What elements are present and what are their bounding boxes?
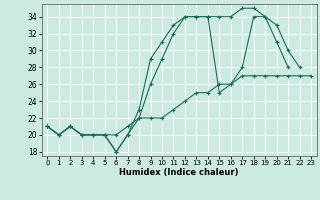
X-axis label: Humidex (Indice chaleur): Humidex (Indice chaleur): [119, 168, 239, 177]
